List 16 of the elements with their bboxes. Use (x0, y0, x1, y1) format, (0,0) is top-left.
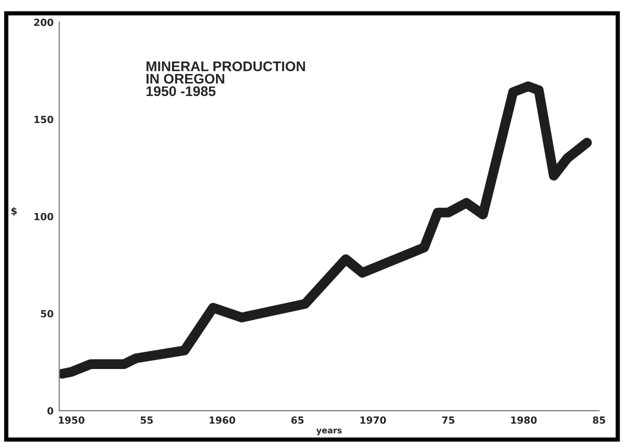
x-tick-label: 1960 (210, 416, 236, 424)
x-axis-title: years (316, 428, 342, 436)
x-tick-label: 1950 (58, 416, 84, 424)
y-tick-label: 0 (47, 407, 54, 415)
y-tick-label: 200 (34, 18, 54, 26)
y-axis-title: $ (11, 207, 17, 216)
x-tick-label: 1980 (511, 416, 537, 424)
y-tick-label: 50 (40, 310, 54, 318)
x-tick-label: 85 (592, 416, 606, 424)
text: MINERAL PRODUCTION IN OREGON 1950 -1985 (146, 61, 305, 96)
x-tick-label: 55 (140, 416, 153, 424)
x-tick-label: 75 (442, 416, 454, 424)
x-tick-label: 1970 (360, 416, 386, 424)
y-tick-label: 150 (34, 116, 54, 124)
x-tick-label: 65 (291, 416, 304, 424)
y-tick-label: 100 (34, 212, 54, 220)
